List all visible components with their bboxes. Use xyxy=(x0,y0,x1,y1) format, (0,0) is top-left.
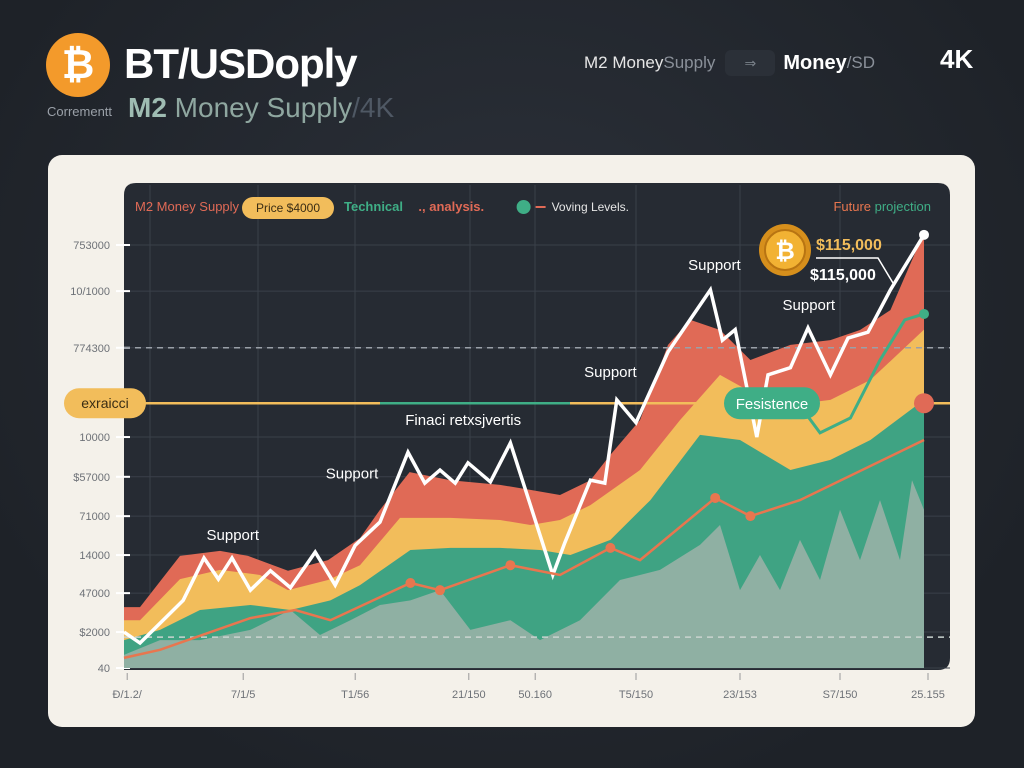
reference-label: exraicci xyxy=(81,395,128,411)
annotation-label: Support xyxy=(326,465,379,482)
subtitle-rest: Money Supply xyxy=(166,92,353,123)
annotation-label: Support xyxy=(783,297,836,314)
annotation-label: Finaci retxsjvertis xyxy=(405,412,521,429)
header-supply-label: Supply xyxy=(663,53,716,72)
series-point-orange xyxy=(745,511,756,522)
annotation-label: Support xyxy=(584,364,637,381)
subtitle-main: M2 xyxy=(128,92,167,123)
toggle-button[interactable]: ⇒ xyxy=(725,50,776,76)
y-tick-label: $57000 xyxy=(73,472,110,484)
bitcoin-coin-inner xyxy=(764,229,806,271)
header-m2-label: M2 Money xyxy=(584,53,664,72)
annotation-label: Support xyxy=(688,257,741,274)
series-point-orange xyxy=(405,577,416,588)
y-tick-label: 71000 xyxy=(79,511,110,523)
reference-label-pill xyxy=(64,388,146,419)
y-tick-label: 40 xyxy=(98,663,110,675)
bitcoin-logo-icon: ₿ xyxy=(46,33,110,97)
resolution-label: 4K xyxy=(940,44,974,74)
legend-label: Voving Levels. xyxy=(552,200,629,214)
annotation-label: Fesistence xyxy=(736,396,809,413)
legend-label: Technical xyxy=(344,199,403,214)
subtitle-prefix: Corrementt xyxy=(47,104,113,119)
resistance-marker xyxy=(914,393,934,414)
price-callout-primary: $115,000 xyxy=(816,237,882,254)
legend-label: M2 Money Supply xyxy=(135,199,240,214)
x-tick-label: 23/153 xyxy=(723,689,757,701)
y-tick-label: $2000 xyxy=(79,627,110,639)
area-band-sage xyxy=(124,480,924,668)
legend-label: ., analysis. xyxy=(418,199,484,214)
subtitle: M2 Money Supply/4K xyxy=(128,92,394,124)
x-tick-label: T5/150 xyxy=(619,689,653,701)
y-tick-label: 47000 xyxy=(79,588,110,600)
series-end-point-teal xyxy=(919,308,929,319)
y-tick-label: 10000 xyxy=(79,432,110,444)
x-tick-label: 25.155 xyxy=(911,689,945,701)
bitcoin-symbol: ₿ xyxy=(775,238,795,265)
y-tick-label: 14000 xyxy=(79,550,110,562)
series-end-point-price xyxy=(919,229,929,240)
price-callout-leader xyxy=(816,257,894,284)
x-tick-label: Đ/1.2/ xyxy=(113,689,143,701)
legend-pill xyxy=(242,197,334,219)
x-tick-label: T1/56 xyxy=(341,689,369,701)
series-point-orange xyxy=(435,585,445,596)
projection-label: projection xyxy=(871,199,931,214)
future-projection-label: Future projection xyxy=(833,199,931,214)
future-label: Future xyxy=(833,199,871,214)
annotation-label: Support xyxy=(207,527,260,544)
y-tick-label: 774300 xyxy=(73,343,110,355)
page-title: BT/USDoply xyxy=(124,40,358,87)
y-tick-label: 753000 xyxy=(73,240,110,252)
header-usd-label: /SD xyxy=(846,53,876,72)
x-tick-label: 50.160 xyxy=(518,689,552,701)
legend-dot-icon xyxy=(516,200,531,214)
legend-label: Price $4000 xyxy=(256,201,320,215)
series-point-orange xyxy=(505,560,516,571)
subtitle-suffix: /4K xyxy=(352,92,395,123)
series-point-orange xyxy=(605,542,616,553)
annotation-pill xyxy=(724,387,820,420)
series-line-price xyxy=(123,233,926,646)
x-tick-label: 7/1/5 xyxy=(231,689,255,701)
y-tick-label: 10/1000 xyxy=(70,286,110,298)
x-tick-label: S7/150 xyxy=(823,689,858,701)
header-money-label: Money xyxy=(783,51,847,74)
x-tick-label: 21/150 xyxy=(452,689,486,701)
series-point-orange xyxy=(710,492,721,503)
price-callout-secondary: $115,000 xyxy=(810,267,876,284)
header-right: M2 Money Supply ⇒ Money/SD xyxy=(584,50,875,76)
